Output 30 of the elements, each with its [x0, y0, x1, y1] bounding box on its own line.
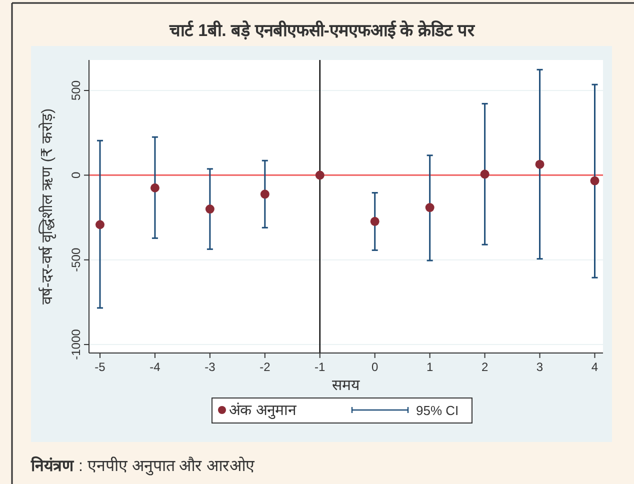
- point: [150, 183, 160, 192]
- x-tick-label: 4: [591, 360, 598, 374]
- point: [95, 220, 104, 230]
- point: [260, 190, 270, 199]
- x-tick-label: 3: [536, 360, 544, 374]
- text: 95% CI: [416, 403, 459, 418]
- chart-title: चार्ट 1बी. बड़े एनबीएफसी-एमएफआई के क्रेडिट पर: [168, 20, 476, 40]
- point: [480, 170, 490, 179]
- point: [425, 203, 434, 212]
- point: [205, 204, 214, 214]
- x-tick-label: 0: [372, 360, 379, 374]
- x-tick-label: -5: [94, 360, 106, 374]
- x-axis-title: समय: [332, 377, 360, 394]
- x-tick-label: 2: [481, 360, 488, 374]
- x-tick-label: -2: [260, 360, 271, 374]
- y-axis-title: वर्ष-दर-वर्ष वृद्धिशील ऋण (₹ करोड़): [38, 108, 57, 305]
- x-tick-label: -4: [150, 360, 161, 374]
- x-tick-label: -1: [314, 360, 326, 374]
- x-tick-label: 1: [426, 360, 434, 374]
- y-tick-label: 500: [69, 80, 83, 100]
- x-tick-label: -3: [204, 360, 216, 374]
- legend-label: अंक अनुमान: [229, 402, 298, 420]
- point: [590, 176, 600, 186]
- y-tick-label: -500: [69, 248, 83, 272]
- y-tick-label: -1000: [69, 328, 83, 360]
- point: [315, 170, 324, 180]
- y-tick-label: 0: [69, 172, 83, 179]
- point: [535, 160, 544, 169]
- text: नियंत्रण : एनपीए अनुपात और आरओए: [30, 456, 256, 476]
- point: [370, 216, 380, 226]
